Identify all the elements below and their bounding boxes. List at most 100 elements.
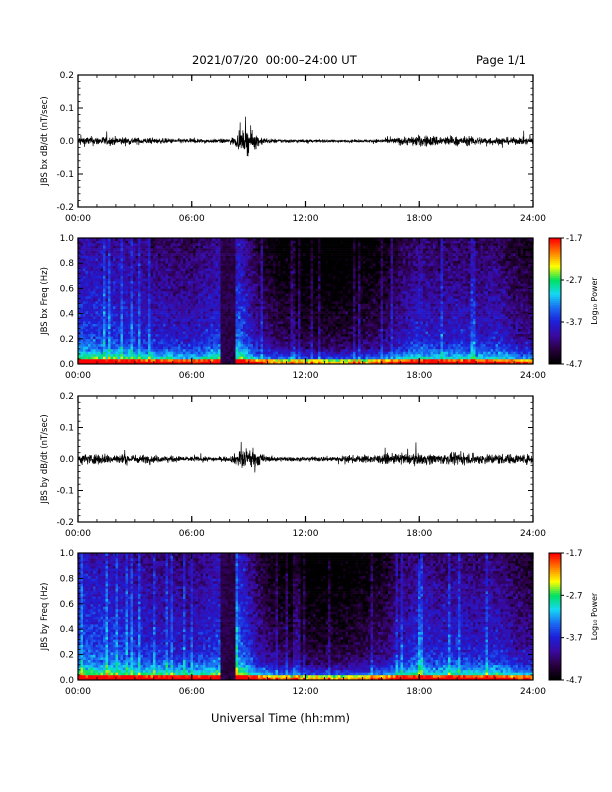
spectrogram-cell <box>283 283 286 287</box>
spectrogram-cell <box>290 268 294 272</box>
spectrogram-cell <box>115 343 119 347</box>
spectrogram-cell <box>218 285 221 289</box>
spectrogram-cell <box>213 316 216 319</box>
spectrogram-cell <box>288 361 291 365</box>
spectrogram-cell <box>178 268 181 272</box>
spectrogram-cell <box>263 270 266 274</box>
spectrogram-cell <box>190 278 194 282</box>
spectrogram-cell <box>245 348 249 352</box>
spectrogram-cell <box>248 356 251 360</box>
spectrogram-cell <box>245 263 249 267</box>
spectrogram-cell <box>293 333 296 337</box>
spectrogram-cell <box>305 353 309 357</box>
spectrogram-cell <box>83 313 86 317</box>
spectrogram-cell <box>150 258 154 261</box>
spectrogram-cell <box>290 258 294 261</box>
spectrogram-cell <box>100 265 104 269</box>
spectrogram-cell <box>80 268 84 272</box>
spectrogram-cell <box>115 295 119 299</box>
spectrogram-cell <box>258 348 261 352</box>
spectrogram-cell <box>200 245 204 249</box>
spectrogram-cell <box>83 248 86 251</box>
spectrogram-cell <box>268 356 271 360</box>
spectrogram-cell <box>120 356 124 360</box>
spectrogram-cell <box>265 326 269 330</box>
spectrogram-cell <box>290 270 294 274</box>
spectrogram-cell <box>308 323 311 327</box>
spectrogram-cell <box>133 290 136 294</box>
spectrogram-cell <box>78 278 81 282</box>
spectrogram-cell <box>265 308 269 312</box>
spectrogram-cell <box>293 278 296 282</box>
spectrogram-cell <box>303 253 306 256</box>
spectrogram-cell <box>208 348 211 352</box>
spectrogram-cell <box>255 333 259 337</box>
spectrogram-cell <box>283 351 286 355</box>
spectrogram-cell <box>95 258 99 261</box>
spectrogram-cell <box>215 268 219 272</box>
spectrogram-cell <box>258 301 261 304</box>
spectrogram-cell <box>258 306 261 309</box>
spectrogram-cell <box>143 306 146 309</box>
spectrogram-cell <box>200 301 204 304</box>
spectrogram-cell <box>263 336 266 340</box>
spectrogram-cell <box>113 278 116 282</box>
spectrogram-cell <box>278 265 281 269</box>
spectrogram-cell <box>120 306 124 309</box>
spectrogram-cell <box>228 336 231 340</box>
spectrogram-cell <box>115 356 119 360</box>
spectrogram-cell <box>205 275 209 279</box>
spectrogram-cell <box>95 331 99 335</box>
spectrogram-cell <box>263 263 266 267</box>
spectrogram-cell <box>120 238 124 241</box>
spectrogram-cell <box>195 248 199 251</box>
spectrogram-cell <box>118 278 121 282</box>
spectrogram-cell <box>188 326 191 330</box>
spectrogram-cell <box>235 260 239 264</box>
spectrogram-cell <box>148 326 151 330</box>
spectrogram-cell <box>125 311 129 314</box>
spectrogram-cell <box>133 328 136 332</box>
spectrogram-cell <box>308 285 311 289</box>
spectrogram-cell <box>288 295 291 299</box>
spectrogram-cell <box>285 263 289 267</box>
spectrogram-cell <box>268 361 271 365</box>
spectrogram-cell <box>315 316 319 319</box>
spectrogram-cell <box>243 255 246 259</box>
spectrogram-cell <box>160 351 164 355</box>
spectrogram-cell <box>165 348 169 352</box>
spectrogram-cell <box>130 275 134 279</box>
spectrogram-cell <box>238 290 241 294</box>
spectrogram-cell <box>225 341 229 345</box>
spectrogram-cell <box>293 336 296 340</box>
spectrogram-cell <box>178 250 181 254</box>
spectrogram-cell <box>318 293 321 297</box>
spectrogram-cell <box>208 326 211 330</box>
page-number: Page 1/1 <box>476 53 527 67</box>
spectrogram-cell <box>183 270 186 274</box>
spectrogram-cell <box>153 295 156 299</box>
spectrogram-cell <box>310 280 314 284</box>
spectrogram-cell <box>203 243 206 246</box>
spectrogram-cell <box>195 358 199 362</box>
spectrogram-cell <box>290 323 294 327</box>
spectrogram-cell <box>148 268 151 272</box>
spectrogram-cell <box>300 270 304 274</box>
spectrogram-cell <box>153 326 156 330</box>
spectrogram-cell <box>213 303 216 307</box>
spectrogram-cell <box>258 298 261 302</box>
spectrogram-cell <box>133 353 136 357</box>
spectrogram-cell <box>158 353 161 357</box>
spectrogram-cell <box>308 341 311 345</box>
spectrogram-cell <box>270 295 274 299</box>
spectrogram-cell <box>120 308 124 312</box>
spectrogram-cell <box>228 328 231 332</box>
spectrogram-cell <box>303 326 306 330</box>
spectrogram-cell <box>230 270 234 274</box>
spectrogram-cell <box>138 301 141 304</box>
spectrogram-cell <box>235 316 239 319</box>
spectrogram-cell <box>215 348 219 352</box>
spectrogram-cell <box>278 298 281 302</box>
spectrogram-cell <box>223 268 226 272</box>
spectrogram-cell <box>253 316 256 319</box>
